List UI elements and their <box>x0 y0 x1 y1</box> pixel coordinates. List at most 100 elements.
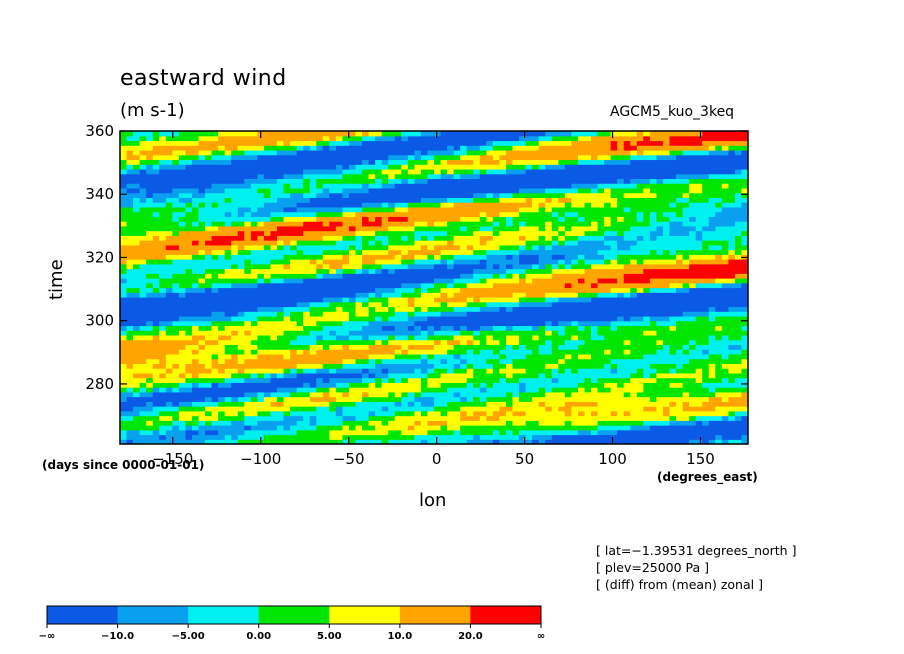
heatmap-cell <box>244 358 252 364</box>
heatmap-cell <box>414 263 422 270</box>
heatmap-cell <box>728 206 736 213</box>
heatmap-cell <box>682 216 690 222</box>
heatmap-cell <box>420 296 429 303</box>
heatmap-cell <box>244 273 252 279</box>
heatmap-cell <box>434 211 442 217</box>
heatmap-cell <box>460 396 468 402</box>
heatmap-cell <box>571 425 579 431</box>
heatmap-cell <box>630 273 638 279</box>
heatmap-cell <box>610 439 618 444</box>
heatmap-cell <box>178 320 187 327</box>
heatmap-cell <box>368 292 376 298</box>
heatmap-cell <box>277 197 285 203</box>
heatmap-cell <box>322 344 330 350</box>
heatmap-cell <box>630 240 638 246</box>
heatmap-cell <box>237 377 245 383</box>
heatmap-cell <box>191 292 200 298</box>
heatmap-cell <box>191 235 200 241</box>
heatmap-cell <box>146 353 154 360</box>
heatmap-cell <box>355 315 363 322</box>
heatmap-cell <box>695 206 703 213</box>
heatmap-cell <box>394 287 402 293</box>
heatmap-cell <box>519 410 527 417</box>
heatmap-cell <box>636 415 644 421</box>
heatmap-cell <box>473 320 481 327</box>
heatmap-cell <box>577 244 586 251</box>
heatmap-cell <box>126 320 134 327</box>
heatmap-cell <box>689 211 697 217</box>
heatmap-cell <box>172 382 180 388</box>
heatmap-cell <box>290 320 298 327</box>
heatmap-cell <box>564 221 572 227</box>
heatmap-cell <box>250 221 258 227</box>
heatmap-cell <box>296 273 304 279</box>
heatmap-cell <box>440 429 448 436</box>
heatmap-cell <box>447 287 455 293</box>
heatmap-cell <box>263 420 272 426</box>
heatmap-cell <box>519 368 527 374</box>
heatmap-cell <box>525 273 533 279</box>
heatmap-cell <box>564 278 572 284</box>
heatmap-cell <box>486 225 494 232</box>
heatmap-cell <box>466 334 474 341</box>
heatmap-cell <box>250 439 258 444</box>
heatmap-cell <box>636 216 644 222</box>
heatmap-cell <box>427 320 435 327</box>
heatmap-cell <box>316 268 324 274</box>
heatmap-cell <box>257 372 265 379</box>
heatmap-cell <box>486 240 494 246</box>
heatmap-cell <box>473 415 481 421</box>
heatmap-cell <box>434 406 442 412</box>
heatmap-cell <box>479 353 487 360</box>
heatmap-cell <box>126 311 134 317</box>
heatmap-cell <box>133 225 141 232</box>
heatmap-cell <box>597 358 605 364</box>
heatmap-cell <box>591 249 599 255</box>
heatmap-cell <box>440 420 448 426</box>
heatmap-cell <box>662 211 671 217</box>
heatmap-cell <box>290 273 298 279</box>
heatmap-cell <box>708 292 716 298</box>
heatmap-cell <box>290 211 298 217</box>
heatmap-cell <box>676 259 684 265</box>
heatmap-cell <box>198 254 206 260</box>
heatmap-cell <box>375 301 383 308</box>
heatmap-cell <box>649 306 658 312</box>
heatmap-cell <box>211 353 219 360</box>
heatmap-cell <box>577 330 586 336</box>
heatmap-cell <box>401 221 409 227</box>
heatmap-cell <box>538 263 546 270</box>
heatmap-cell <box>656 282 664 289</box>
heatmap-cell <box>152 363 160 369</box>
heatmap-cell <box>362 287 370 293</box>
heatmap-cell <box>695 425 703 431</box>
heatmap-cell <box>649 372 658 379</box>
heatmap-cell <box>375 391 383 398</box>
heatmap-cell <box>656 425 664 431</box>
heatmap-cell <box>133 368 141 374</box>
heatmap-cell <box>198 249 206 255</box>
heatmap-cell <box>420 396 429 402</box>
heatmap-cell <box>662 353 671 360</box>
heatmap-cell <box>263 249 272 255</box>
heatmap-cell <box>702 439 710 444</box>
heatmap-cell <box>185 263 193 270</box>
heatmap-cell <box>159 211 167 217</box>
heatmap-cell <box>296 425 304 431</box>
heatmap-cell <box>741 349 748 355</box>
heatmap-cell <box>185 216 193 222</box>
heatmap-cell <box>257 249 265 255</box>
heatmap-cell <box>643 349 651 355</box>
heatmap-cell <box>597 211 605 217</box>
heatmap-cell <box>355 278 363 284</box>
heatmap-cell <box>721 425 729 431</box>
heatmap-cell <box>682 230 690 236</box>
heatmap-cell <box>538 425 546 431</box>
heatmap-cell <box>316 296 324 303</box>
heatmap-cell <box>532 401 540 407</box>
heatmap-cell <box>695 415 703 421</box>
heatmap-cell <box>348 301 357 308</box>
heatmap-cell <box>649 429 658 436</box>
heatmap-cell <box>172 330 180 336</box>
heatmap-cell <box>434 268 442 274</box>
